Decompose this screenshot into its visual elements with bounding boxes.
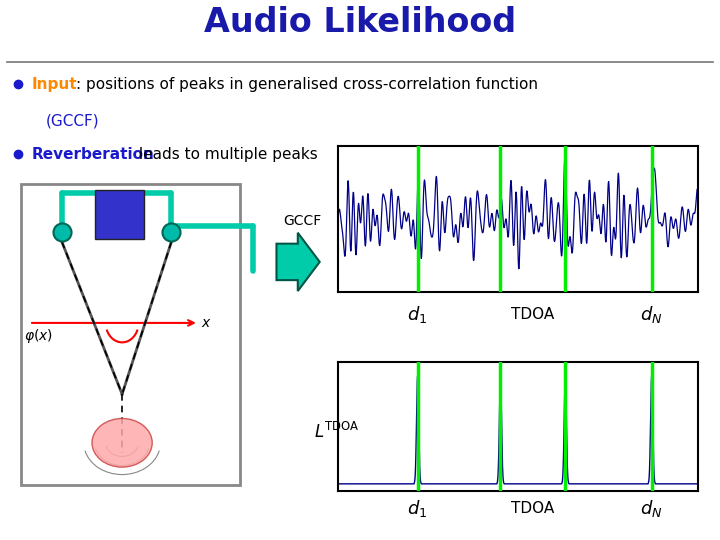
Text: $L^{\mathrm{TDOA}}$: $L^{\mathrm{TDOA}}$ (314, 422, 360, 442)
Text: Audio Likelihood: Audio Likelihood (204, 6, 516, 39)
Text: $x$: $x$ (202, 316, 212, 330)
Text: $d_N$: $d_N$ (640, 304, 663, 325)
Ellipse shape (92, 418, 152, 467)
Text: (GCCF): (GCCF) (46, 114, 99, 129)
Text: TDOA: TDOA (511, 501, 554, 516)
Text: $d_1$: $d_1$ (408, 304, 428, 325)
Bar (21, 184, 240, 485)
Text: GCCF: GCCF (283, 214, 322, 228)
Text: $\varphi(x)$: $\varphi(x)$ (24, 327, 53, 345)
Text: $d_1$: $d_1$ (408, 498, 428, 519)
Text: : positions of peaks in generalised cross-correlation function: : positions of peaks in generalised cros… (76, 77, 538, 92)
Text: $d_N$: $d_N$ (640, 498, 663, 519)
Text: TDOA: TDOA (511, 307, 554, 322)
Text: Input: Input (32, 77, 78, 92)
Text: Reverberation: Reverberation (32, 147, 155, 161)
Bar (95, 190, 144, 239)
Text: leads to multiple peaks: leads to multiple peaks (134, 147, 318, 161)
FancyArrow shape (276, 233, 320, 291)
